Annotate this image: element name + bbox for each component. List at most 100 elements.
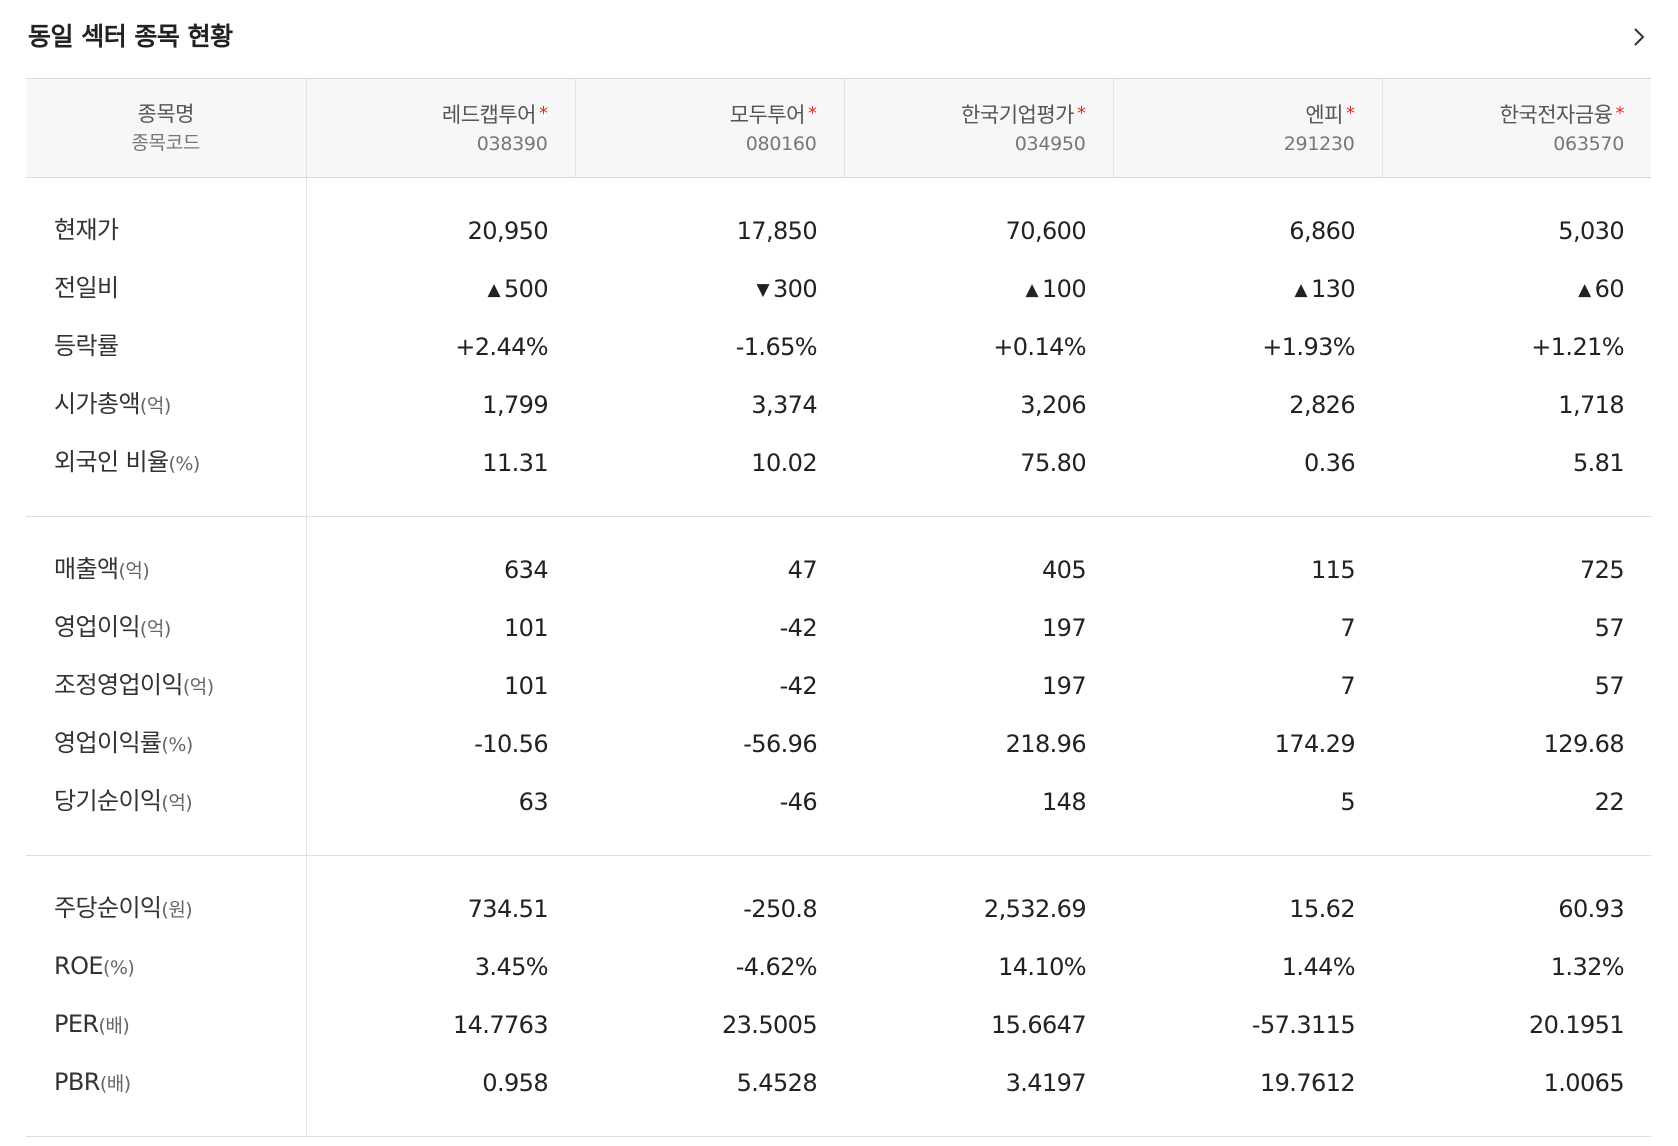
value-text: +1.21%	[1531, 333, 1624, 361]
row-unit: (%)	[102, 957, 135, 979]
stock-header-0[interactable]: 레드캡투어 * 038390	[305, 78, 575, 178]
value-text: 3,206	[1020, 391, 1086, 419]
spacer-cell	[575, 517, 844, 541]
value-text: 174.29	[1274, 730, 1356, 758]
stock-name[interactable]: 한국기업평가	[961, 102, 1074, 127]
stock-name[interactable]: 한국전자금융	[1499, 102, 1613, 127]
spacer-cell	[844, 1112, 1113, 1137]
value-cell: 5	[1113, 773, 1382, 831]
value-text: 725	[1579, 556, 1625, 584]
stock-name[interactable]: 모두투어	[729, 102, 806, 127]
stock-name[interactable]: 엔피	[1305, 102, 1343, 127]
stock-name[interactable]: 레드캡투어	[441, 102, 537, 127]
value-cell: 47	[575, 541, 844, 599]
row-label: 주당순이익(원)	[26, 880, 307, 938]
separator-cell	[306, 516, 575, 517]
value-cell: 405	[844, 541, 1113, 599]
value-text: 197	[1041, 672, 1087, 700]
value-cell: 2,826	[1113, 376, 1382, 434]
value-cell: 0.36	[1113, 434, 1382, 492]
value-text: 60	[1594, 274, 1625, 303]
row-label-text: 당기순이익	[54, 787, 162, 815]
value-text: 101	[503, 614, 549, 642]
table-row-market-cap: 시가총액(억) 1,799 3,374 3,206 2,826 1,718	[26, 376, 1651, 434]
value-cell: 3.45%	[306, 938, 575, 996]
chevron-right-icon[interactable]	[1628, 26, 1650, 48]
value-cell: 22	[1382, 773, 1651, 831]
value-text: -46	[779, 788, 818, 816]
row-unit: (억)	[139, 395, 171, 417]
spacer-row	[26, 1112, 1651, 1137]
triangle-down-icon: ▼	[756, 279, 770, 300]
row-label-text: 영업이익	[54, 613, 141, 641]
value-cell: +0.14%	[844, 318, 1113, 376]
value-text: 197	[1041, 614, 1087, 642]
value-text: 130	[1310, 274, 1356, 303]
star-mark: *	[1615, 102, 1625, 124]
value-cell: 17,850	[575, 202, 844, 260]
value-cell: 148	[844, 773, 1113, 831]
spacer-row	[26, 517, 1651, 541]
value-cell: -46	[575, 773, 844, 831]
spacer-cell	[306, 831, 575, 856]
spacer-cell	[26, 492, 307, 517]
row-unit: (억)	[161, 792, 193, 814]
row-unit: (억)	[118, 560, 150, 582]
table-row-foreign-ratio: 외국인 비율(%) 11.31 10.02 75.80 0.36 5.81	[26, 434, 1651, 492]
row-label-text: 주당순이익	[54, 894, 162, 922]
row-unit: (배)	[99, 1073, 131, 1095]
stock-header-4[interactable]: 한국전자금융 * 063570	[1381, 78, 1651, 178]
spacer-row	[26, 492, 1651, 517]
spacer-cell	[1382, 517, 1651, 541]
value-cell: 3,374	[575, 376, 844, 434]
value-cell: +2.44%	[306, 318, 575, 376]
value-text: 75.80	[1020, 449, 1086, 477]
stock-header-2[interactable]: 한국기업평가 * 034950	[843, 78, 1113, 178]
stock-header-3[interactable]: 엔피 * 291230	[1112, 78, 1382, 178]
value-cell: 5,030	[1382, 202, 1651, 260]
row-label: 등락률	[26, 318, 307, 376]
star-mark: *	[539, 102, 548, 124]
row-label: ROE(%)	[26, 938, 307, 996]
value-cell: 70,600	[844, 202, 1113, 260]
value-text: 300	[772, 274, 818, 303]
separator-cell	[575, 855, 844, 856]
separator-cell	[1113, 516, 1382, 517]
row-unit: (억)	[182, 676, 214, 698]
value-cell: 634	[306, 541, 575, 599]
value-cell: ▲ 100	[844, 260, 1113, 318]
value-cell: 1.0065	[1382, 1054, 1651, 1112]
table-row-adj-op-profit: 조정영업이익(억) 101 -42 197 7 57	[26, 657, 1651, 715]
value-cell: 0.958	[306, 1054, 575, 1112]
stock-name-label: 종목명	[137, 102, 195, 126]
value-cell: 60.93	[1382, 880, 1651, 938]
value-text: -1.65%	[735, 333, 818, 361]
value-text: 70,600	[1005, 217, 1087, 245]
row-label: 현재가	[26, 202, 307, 260]
table-row-roe: ROE(%) 3.45% -4.62% 14.10% 1.44% 1.32%	[26, 938, 1651, 996]
value-text: 15.62	[1289, 895, 1355, 923]
row-label: 영업이익(억)	[26, 599, 307, 657]
row-label-text: 현재가	[54, 216, 119, 244]
table-row-price: 현재가 20,950 17,850 70,600 6,860 5,030	[26, 202, 1651, 260]
section-header: 동일 섹터 종목 현황	[26, 18, 1658, 68]
spacer-cell	[1113, 1112, 1382, 1137]
spacer-row	[26, 856, 1651, 880]
value-text: 1.44%	[1281, 953, 1356, 981]
value-cell: -10.56	[306, 715, 575, 773]
row-label-text: PBR	[54, 1068, 100, 1096]
value-text: 20.1951	[1528, 1011, 1625, 1039]
value-cell: 75.80	[844, 434, 1113, 492]
value-cell: 101	[306, 657, 575, 715]
value-text: -42	[779, 672, 818, 700]
group-separator	[26, 516, 1651, 517]
row-label: 매출액(억)	[26, 541, 307, 599]
spacer-cell	[1113, 831, 1382, 856]
stock-header-1[interactable]: 모두투어 * 080160	[574, 78, 844, 178]
value-cell: +1.93%	[1113, 318, 1382, 376]
stock-code: 080160	[745, 132, 817, 155]
spacer-cell	[844, 517, 1113, 541]
value-cell: 15.6647	[844, 996, 1113, 1054]
spacer-cell	[26, 856, 307, 880]
spacer-cell	[575, 492, 844, 517]
